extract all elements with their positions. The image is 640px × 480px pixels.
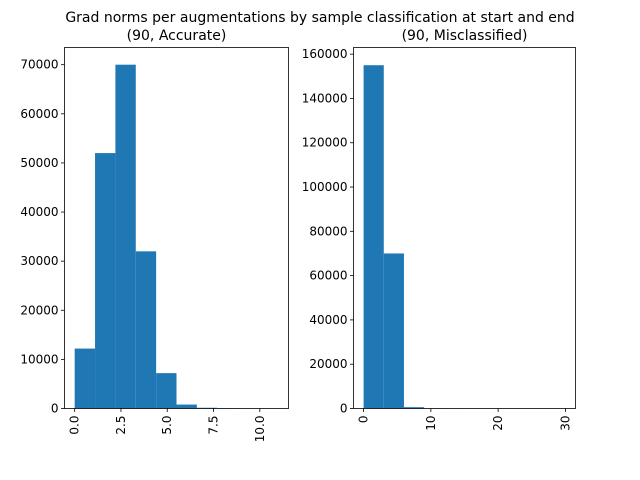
y-tick-label: 30000 (20, 254, 58, 268)
y-tick-label: 20000 (309, 357, 347, 371)
x-tick-label: 10 (424, 416, 438, 431)
left-x-axis-ticks: 0.0 2.5 5.0 7.5 10.0 (68, 408, 267, 443)
histogram-bar (156, 373, 177, 409)
histogram-bar (176, 404, 197, 409)
right-x-axis-ticks: 0 10 20 30 (357, 408, 572, 431)
right-histogram-panel: (90, Misclassified) 0 20000 40000 60000 8000… (302, 28, 576, 431)
histogram-bar (74, 348, 96, 409)
y-tick-label: 40000 (309, 313, 347, 327)
y-tick-label: 0 (340, 402, 348, 416)
right-bars (363, 65, 566, 409)
left-axes-frame (64, 47, 289, 409)
y-tick-label: 60000 (20, 107, 58, 121)
histogram-bar (383, 253, 404, 409)
x-tick-label: 0.0 (68, 416, 82, 435)
x-tick-label: 0 (357, 416, 371, 424)
left-panel-title: (90, Accurate) (127, 28, 227, 44)
y-tick-label: 40000 (20, 205, 58, 219)
y-tick-label: 50000 (20, 156, 58, 170)
x-tick-label: 10.0 (253, 416, 267, 443)
y-tick-label: 80000 (309, 224, 347, 238)
y-tick-label: 0 (51, 402, 59, 416)
histogram-bar (363, 65, 384, 409)
right-panel-title: (90, Misclassified) (402, 28, 528, 44)
y-tick-label: 100000 (302, 180, 348, 194)
right-y-axis-ticks: 0 20000 40000 60000 80000 100000 120000 140000 1… (302, 47, 354, 416)
y-tick-label: 160000 (302, 47, 348, 61)
y-tick-label: 10000 (20, 352, 58, 366)
y-tick-label: 20000 (20, 303, 58, 317)
histogram-bar (403, 407, 425, 409)
figure-suptitle: Grad norms per augmentations by sample c… (65, 10, 574, 26)
y-tick-label: 120000 (302, 136, 348, 150)
x-tick-label: 2.5 (114, 416, 128, 435)
right-axes-frame (353, 47, 576, 409)
x-tick-label: 7.5 (207, 416, 221, 435)
x-tick-label: 5.0 (160, 416, 174, 435)
x-tick-label: 30 (558, 416, 572, 431)
x-tick-label: 20 (491, 416, 505, 431)
histogram-bar (95, 153, 116, 409)
y-tick-label: 70000 (20, 58, 58, 72)
left-bars (74, 64, 279, 409)
histogram-bar (135, 251, 157, 409)
left-y-axis-ticks: 0 10000 20000 30000 40000 50000 60000 70000 (20, 58, 65, 416)
left-histogram-panel: (90, Accurate) 0 10000 20000 30000 40000 5000… (20, 28, 289, 443)
y-tick-label: 60000 (309, 269, 347, 283)
y-tick-label: 140000 (302, 91, 348, 105)
histogram-bar (115, 64, 136, 409)
